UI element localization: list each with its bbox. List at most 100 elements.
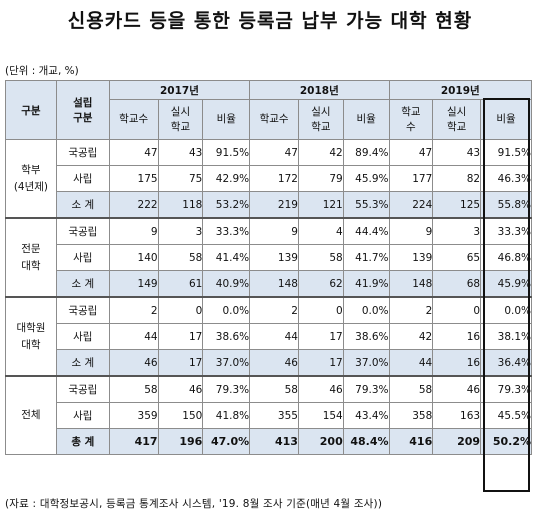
header-2017-col-0: 학교수	[108, 99, 159, 140]
value-cell: 0	[297, 296, 344, 324]
header-2019-col-2: 비율	[480, 99, 532, 140]
value-cell: 44	[108, 323, 159, 350]
value-cell: 3	[432, 217, 482, 245]
source-note: (자료 : 대학정보공시, 등록금 통계조사 시스템, '19. 8월 조사 기…	[5, 498, 383, 510]
value-cell: 41.9%	[342, 270, 390, 298]
value-cell: 150	[157, 402, 204, 429]
value-cell: 47.0%	[202, 428, 251, 455]
value-cell: 358	[388, 402, 434, 429]
value-cell: 36.4%	[480, 349, 532, 377]
value-cell: 0	[432, 296, 482, 324]
value-cell: 175	[108, 165, 159, 192]
value-cell: 91.5%	[202, 139, 251, 166]
value-cell: 43	[157, 139, 204, 166]
table-row: 소 계 222 118 53.2% 219 121 55.3% 224 125 55.8%	[6, 191, 532, 219]
value-cell: 42	[297, 139, 344, 166]
value-cell: 40.9%	[202, 270, 251, 298]
group-label: 학부 (4년제)	[5, 139, 57, 219]
header-type: 설립 구분	[55, 80, 110, 140]
type-label: 국공립	[55, 296, 110, 324]
value-cell: 58	[297, 244, 344, 271]
table-row: 소 계 149 61 40.9% 148 62 41.9% 148 68 45.9%	[6, 270, 532, 298]
value-cell: 46.3%	[480, 165, 532, 192]
value-cell: 0.0%	[480, 296, 532, 324]
value-cell: 33.3%	[202, 217, 251, 245]
value-cell: 139	[249, 244, 299, 271]
table-row: 사립 140 58 41.4% 139 58 41.7% 139 65 46.8%	[6, 244, 532, 271]
value-cell: 0.0%	[342, 296, 390, 324]
value-cell: 41.8%	[202, 402, 251, 429]
type-label: 소 계	[55, 270, 110, 298]
value-cell: 196	[157, 428, 204, 455]
value-cell: 172	[249, 165, 299, 192]
value-cell: 55.8%	[480, 191, 532, 219]
value-cell: 46.8%	[480, 244, 532, 271]
value-cell: 45.9%	[342, 165, 390, 192]
group-label: 전체	[5, 375, 57, 455]
type-label: 사립	[55, 165, 110, 192]
value-cell: 46	[432, 375, 482, 403]
group-label: 전문 대학	[5, 217, 57, 298]
value-cell: 44	[249, 323, 299, 350]
stats-table: 구분 설립 구분 2017년 2018년 2019년 학교수 실시 학교 비율 학교수…	[5, 80, 533, 455]
value-cell: 42.9%	[202, 165, 251, 192]
value-cell: 0	[157, 296, 204, 324]
value-cell: 58	[388, 375, 434, 403]
value-cell: 47	[108, 139, 159, 166]
value-cell: 89.4%	[342, 139, 390, 166]
value-cell: 61	[157, 270, 204, 298]
table-row: 전문 대학 국공립 9 3 33.3% 9 4 44.4% 9 3 33.3%	[5, 217, 532, 298]
value-cell: 139	[388, 244, 434, 271]
value-cell: 46	[108, 349, 159, 377]
value-cell: 45.9%	[480, 270, 532, 298]
value-cell: 58	[157, 244, 204, 271]
type-label: 소 계	[55, 349, 110, 377]
header-year-2017: 2017년	[108, 80, 251, 100]
value-cell: 2	[249, 296, 299, 324]
value-cell: 38.1%	[480, 323, 532, 350]
value-cell: 224	[388, 191, 434, 219]
value-cell: 46	[157, 375, 204, 403]
value-cell: 46	[249, 349, 299, 377]
page-title: 신용카드 등을 통한 등록금 납부 가능 대학 현황	[67, 10, 473, 32]
value-cell: 209	[432, 428, 482, 455]
header-2017-col-2: 비율	[202, 99, 251, 140]
value-cell: 9	[249, 217, 299, 245]
value-cell: 50.2%	[480, 428, 532, 455]
value-cell: 3	[157, 217, 204, 245]
value-cell: 46	[297, 375, 344, 403]
value-cell: 2	[388, 296, 434, 324]
table-row: 학부 (4년제) 국공립 47 43 91.5% 47 42 89.4% 47 43 91.5%	[5, 139, 532, 219]
group-label: 대학원 대학	[5, 296, 57, 377]
value-cell: 118	[157, 191, 204, 219]
value-cell: 33.3%	[480, 217, 532, 245]
value-cell: 9	[108, 217, 159, 245]
value-cell: 177	[388, 165, 434, 192]
value-cell: 55.3%	[342, 191, 390, 219]
value-cell: 149	[108, 270, 159, 298]
value-cell: 0.0%	[202, 296, 251, 324]
value-cell: 148	[249, 270, 299, 298]
value-cell: 148	[388, 270, 434, 298]
header-2018-col-0: 학교수	[249, 99, 299, 140]
value-cell: 79	[297, 165, 344, 192]
header-2019-col-0: 학교 수	[388, 99, 434, 140]
header-year-2019: 2019년	[388, 80, 533, 100]
type-label: 총 계	[55, 428, 110, 455]
value-cell: 58	[249, 375, 299, 403]
value-cell: 416	[388, 428, 434, 455]
value-cell: 125	[432, 191, 482, 219]
value-cell: 219	[249, 191, 299, 219]
value-cell: 91.5%	[480, 139, 532, 166]
value-cell: 37.0%	[342, 349, 390, 377]
value-cell: 121	[297, 191, 344, 219]
value-cell: 79.3%	[480, 375, 532, 403]
type-label: 사립	[55, 402, 110, 429]
value-cell: 140	[108, 244, 159, 271]
value-cell: 79.3%	[342, 375, 390, 403]
value-cell: 44	[388, 349, 434, 377]
value-cell: 62	[297, 270, 344, 298]
value-cell: 53.2%	[202, 191, 251, 219]
value-cell: 16	[432, 349, 482, 377]
type-label: 국공립	[55, 375, 110, 403]
